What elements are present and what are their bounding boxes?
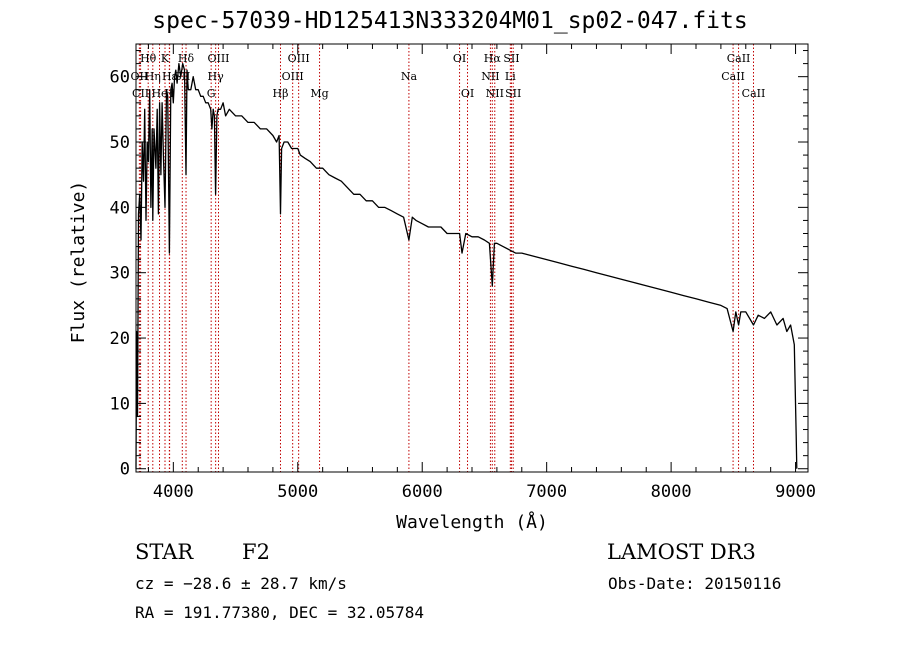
spectral-line-label: CaII bbox=[727, 52, 751, 65]
y-tick-label: 40 bbox=[110, 198, 130, 218]
spectral-line-label: Hδ bbox=[178, 52, 195, 65]
observation-date: Obs-Date: 20150116 bbox=[608, 574, 782, 593]
y-axis-label: Flux (relative) bbox=[68, 181, 89, 344]
spectral-line-label: NII bbox=[486, 87, 504, 100]
spectral-line-label: CaII bbox=[742, 87, 766, 100]
y-tick-label: 10 bbox=[110, 394, 130, 414]
y-tick-label: 0 bbox=[120, 460, 130, 480]
spectral-line-label: OI bbox=[461, 87, 474, 100]
spectral-line-label: Hβ bbox=[273, 87, 289, 100]
spectral-subclass: F2 bbox=[242, 540, 270, 564]
x-tick-label: 8000 bbox=[651, 482, 692, 502]
chart-title: spec-57039-HD125413N333204M01_sp02-047.f… bbox=[152, 8, 748, 34]
y-tick-label: 20 bbox=[110, 329, 130, 349]
spectrum-line bbox=[135, 62, 798, 469]
x-tick-label: 4000 bbox=[153, 482, 194, 502]
spectral-line-label: OIII bbox=[207, 52, 229, 65]
spectral-line-label: OI bbox=[453, 52, 466, 65]
survey-name: LAMOST DR3 bbox=[607, 540, 756, 564]
object-type: STAR bbox=[135, 540, 194, 564]
sky-coordinates: RA = 191.77380, DEC = 32.05784 bbox=[135, 603, 424, 622]
y-tick-label: 50 bbox=[110, 133, 130, 153]
y-tick-label: 30 bbox=[110, 264, 130, 284]
y-tick-label: 60 bbox=[110, 68, 130, 88]
plot-frame bbox=[135, 43, 809, 473]
spectral-line-label: Na bbox=[401, 70, 418, 83]
spectral-line-label: Hγ bbox=[208, 70, 225, 83]
spectral-line-label: NII bbox=[481, 70, 499, 83]
spectral-line-label: G bbox=[207, 87, 216, 100]
x-tick-label: 9000 bbox=[775, 482, 816, 502]
spectral-line-label: SII bbox=[505, 87, 521, 100]
spectral-line-label: Hα bbox=[484, 52, 502, 65]
spectral-line-label: Hθ bbox=[140, 52, 157, 65]
x-tick-label: 6000 bbox=[402, 482, 443, 502]
spectral-line-label: K bbox=[161, 52, 170, 65]
redshift-velocity: cz = −28.6 ± 28.7 km/s bbox=[135, 574, 347, 593]
spectral-line-label: OIII bbox=[288, 52, 310, 65]
spectral-line-label: SII bbox=[503, 52, 519, 65]
spectral-line-label: Li bbox=[505, 70, 516, 83]
spectral-line-label: Hε bbox=[162, 70, 178, 83]
x-tick-label: 7000 bbox=[526, 482, 567, 502]
spectral-line-label: H bbox=[165, 87, 175, 100]
x-axis-label: Wavelength (Å) bbox=[396, 511, 548, 533]
spectral-line-label: OII bbox=[131, 70, 149, 83]
x-tick-label: 5000 bbox=[277, 482, 318, 502]
spectral-line-label: SII bbox=[174, 70, 190, 83]
spectral-line-label: Mg bbox=[310, 87, 328, 100]
spectral-line-label: OIII bbox=[282, 70, 304, 83]
spectral-line-label: CaII bbox=[721, 70, 745, 83]
spectral-line-label: Hη bbox=[145, 70, 161, 83]
spectral-line-label: He bbox=[151, 87, 167, 100]
spectral-line-label: CII bbox=[132, 87, 149, 100]
